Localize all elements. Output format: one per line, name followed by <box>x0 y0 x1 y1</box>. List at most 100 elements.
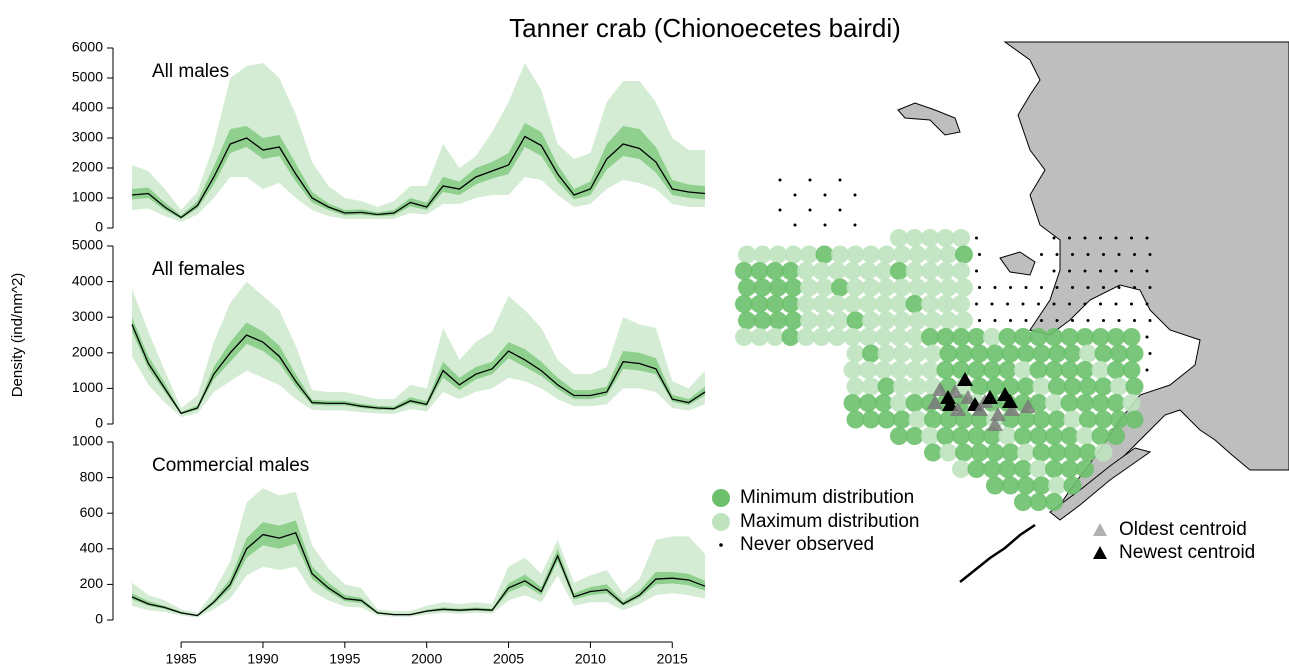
min-distribution-cell <box>766 262 784 280</box>
max-distribution-cell <box>738 245 756 264</box>
min-distribution-cell <box>1125 344 1144 363</box>
min-distribution-cell <box>967 427 986 445</box>
min-distribution-cell <box>1001 476 1020 495</box>
min-distribution-cell <box>1076 460 1094 478</box>
min-distribution-cell <box>1076 361 1094 379</box>
y-tick-label: 6000 <box>72 39 103 55</box>
never-observed-dot <box>993 319 997 322</box>
max-distribution-cell <box>952 460 970 478</box>
max-distribution-cell <box>908 410 927 429</box>
max-distribution-cell <box>812 295 831 313</box>
min-distribution-cell <box>831 278 849 297</box>
y-tick-label: 1000 <box>72 433 103 449</box>
island <box>897 102 961 136</box>
oldest-centroid <box>972 402 988 416</box>
min-distribution-cell <box>890 262 908 280</box>
min-distribution-cell <box>1107 394 1125 412</box>
never-observed-dot <box>1133 319 1136 322</box>
max-distribution-cell <box>893 245 911 264</box>
never-observed-dot <box>1130 302 1133 306</box>
y-tick-label: 4000 <box>72 272 103 288</box>
max-distribution-cell <box>1091 361 1110 379</box>
max-distribution-cell <box>921 295 939 313</box>
never-observed-dot <box>1145 335 1149 339</box>
max-distribution-cell <box>846 377 865 396</box>
min-distribution-cell <box>939 344 958 363</box>
min-distribution-cell <box>1107 328 1125 346</box>
never-observed-dot <box>1130 269 1133 273</box>
never-observed-dot <box>1040 286 1043 289</box>
min-distribution-cell <box>1063 377 1082 396</box>
oldest-centroid <box>990 407 1006 421</box>
min-distribution-cell <box>1029 328 1048 346</box>
max-distribution-cell <box>921 229 939 247</box>
min-distribution-cell <box>1107 361 1125 379</box>
min-distribution-cell <box>924 410 942 429</box>
max-distribution-cell <box>890 229 908 247</box>
max-distribution-cell <box>1063 410 1082 429</box>
max-distribution-cell <box>1076 427 1094 445</box>
max-distribution-cell <box>846 278 865 297</box>
max-distribution-cell <box>735 328 753 346</box>
x-tick-label: 2000 <box>411 651 442 667</box>
oldest-centroid <box>960 390 976 404</box>
min-distribution-cell <box>1091 328 1110 346</box>
min-distribution-cell <box>766 295 784 313</box>
min-distribution-cell <box>905 295 924 313</box>
min-distribution-cell <box>1110 344 1128 363</box>
min-distribution-cell <box>1032 344 1051 363</box>
never-observed-dot <box>1145 269 1149 273</box>
never-observed-dot <box>1148 253 1152 256</box>
max-distribution-cell <box>921 361 939 379</box>
panel-title: All females <box>152 259 245 280</box>
min-distribution-cell <box>998 460 1017 478</box>
never-observed-dot <box>1083 269 1087 273</box>
y-tick-label: 400 <box>80 540 104 556</box>
never-observed-dot <box>1086 253 1090 256</box>
oldest-centroid <box>1020 399 1036 413</box>
max-distribution-cell <box>890 295 908 313</box>
max-distribution-cell <box>905 361 924 379</box>
max-distribution-cell <box>905 328 924 346</box>
legend-label: Newest centroid <box>1119 542 1255 563</box>
never-observed-dot <box>1006 302 1009 306</box>
max-distribution-cell <box>874 361 893 379</box>
max-distribution-cell <box>874 295 893 313</box>
min-distribution-cell <box>1107 427 1125 445</box>
max-distribution-cell <box>890 361 908 379</box>
max-distribution-cell <box>998 427 1017 445</box>
min-distribution-cell <box>1029 493 1048 511</box>
max-distribution-cell <box>939 311 958 330</box>
legend-marker <box>712 513 730 531</box>
mean-line <box>131 135 706 219</box>
min-distribution-cell <box>936 427 955 445</box>
max-distribution-cell <box>862 278 880 297</box>
never-observed-dot <box>1117 286 1121 289</box>
max-distribution-cell <box>877 344 896 363</box>
max-distribution-cell <box>812 328 831 346</box>
outer-band <box>132 488 705 618</box>
max-distribution-cell <box>936 262 955 280</box>
min-distribution-cell <box>862 410 880 429</box>
never-observed-dot <box>1148 286 1152 289</box>
legend-marker <box>719 543 723 547</box>
legend-label: Never observed <box>740 534 874 555</box>
max-distribution-cell <box>893 377 911 396</box>
figure-title: Tanner crab (Chionoecetes bairdi) <box>509 13 901 43</box>
never-observed-dot <box>1055 286 1059 289</box>
legend-label: Maximum distribution <box>740 511 920 532</box>
min-distribution-cell <box>1091 394 1110 412</box>
max-distribution-cell <box>1110 377 1128 396</box>
min-distribution-cell <box>1032 443 1051 462</box>
max-distribution-cell <box>921 262 939 280</box>
x-tick-label: 1990 <box>247 651 278 667</box>
min-distribution-cell <box>983 460 1001 478</box>
min-distribution-cell <box>1048 410 1066 429</box>
y-tick-label: 3000 <box>72 129 103 145</box>
max-distribution-cell <box>939 278 958 297</box>
min-distribution-cell <box>1122 328 1141 346</box>
never-observed-dot <box>1114 302 1118 306</box>
never-observed-dot <box>975 269 978 273</box>
min-distribution-cell <box>1045 361 1063 379</box>
max-distribution-cell <box>936 229 955 247</box>
